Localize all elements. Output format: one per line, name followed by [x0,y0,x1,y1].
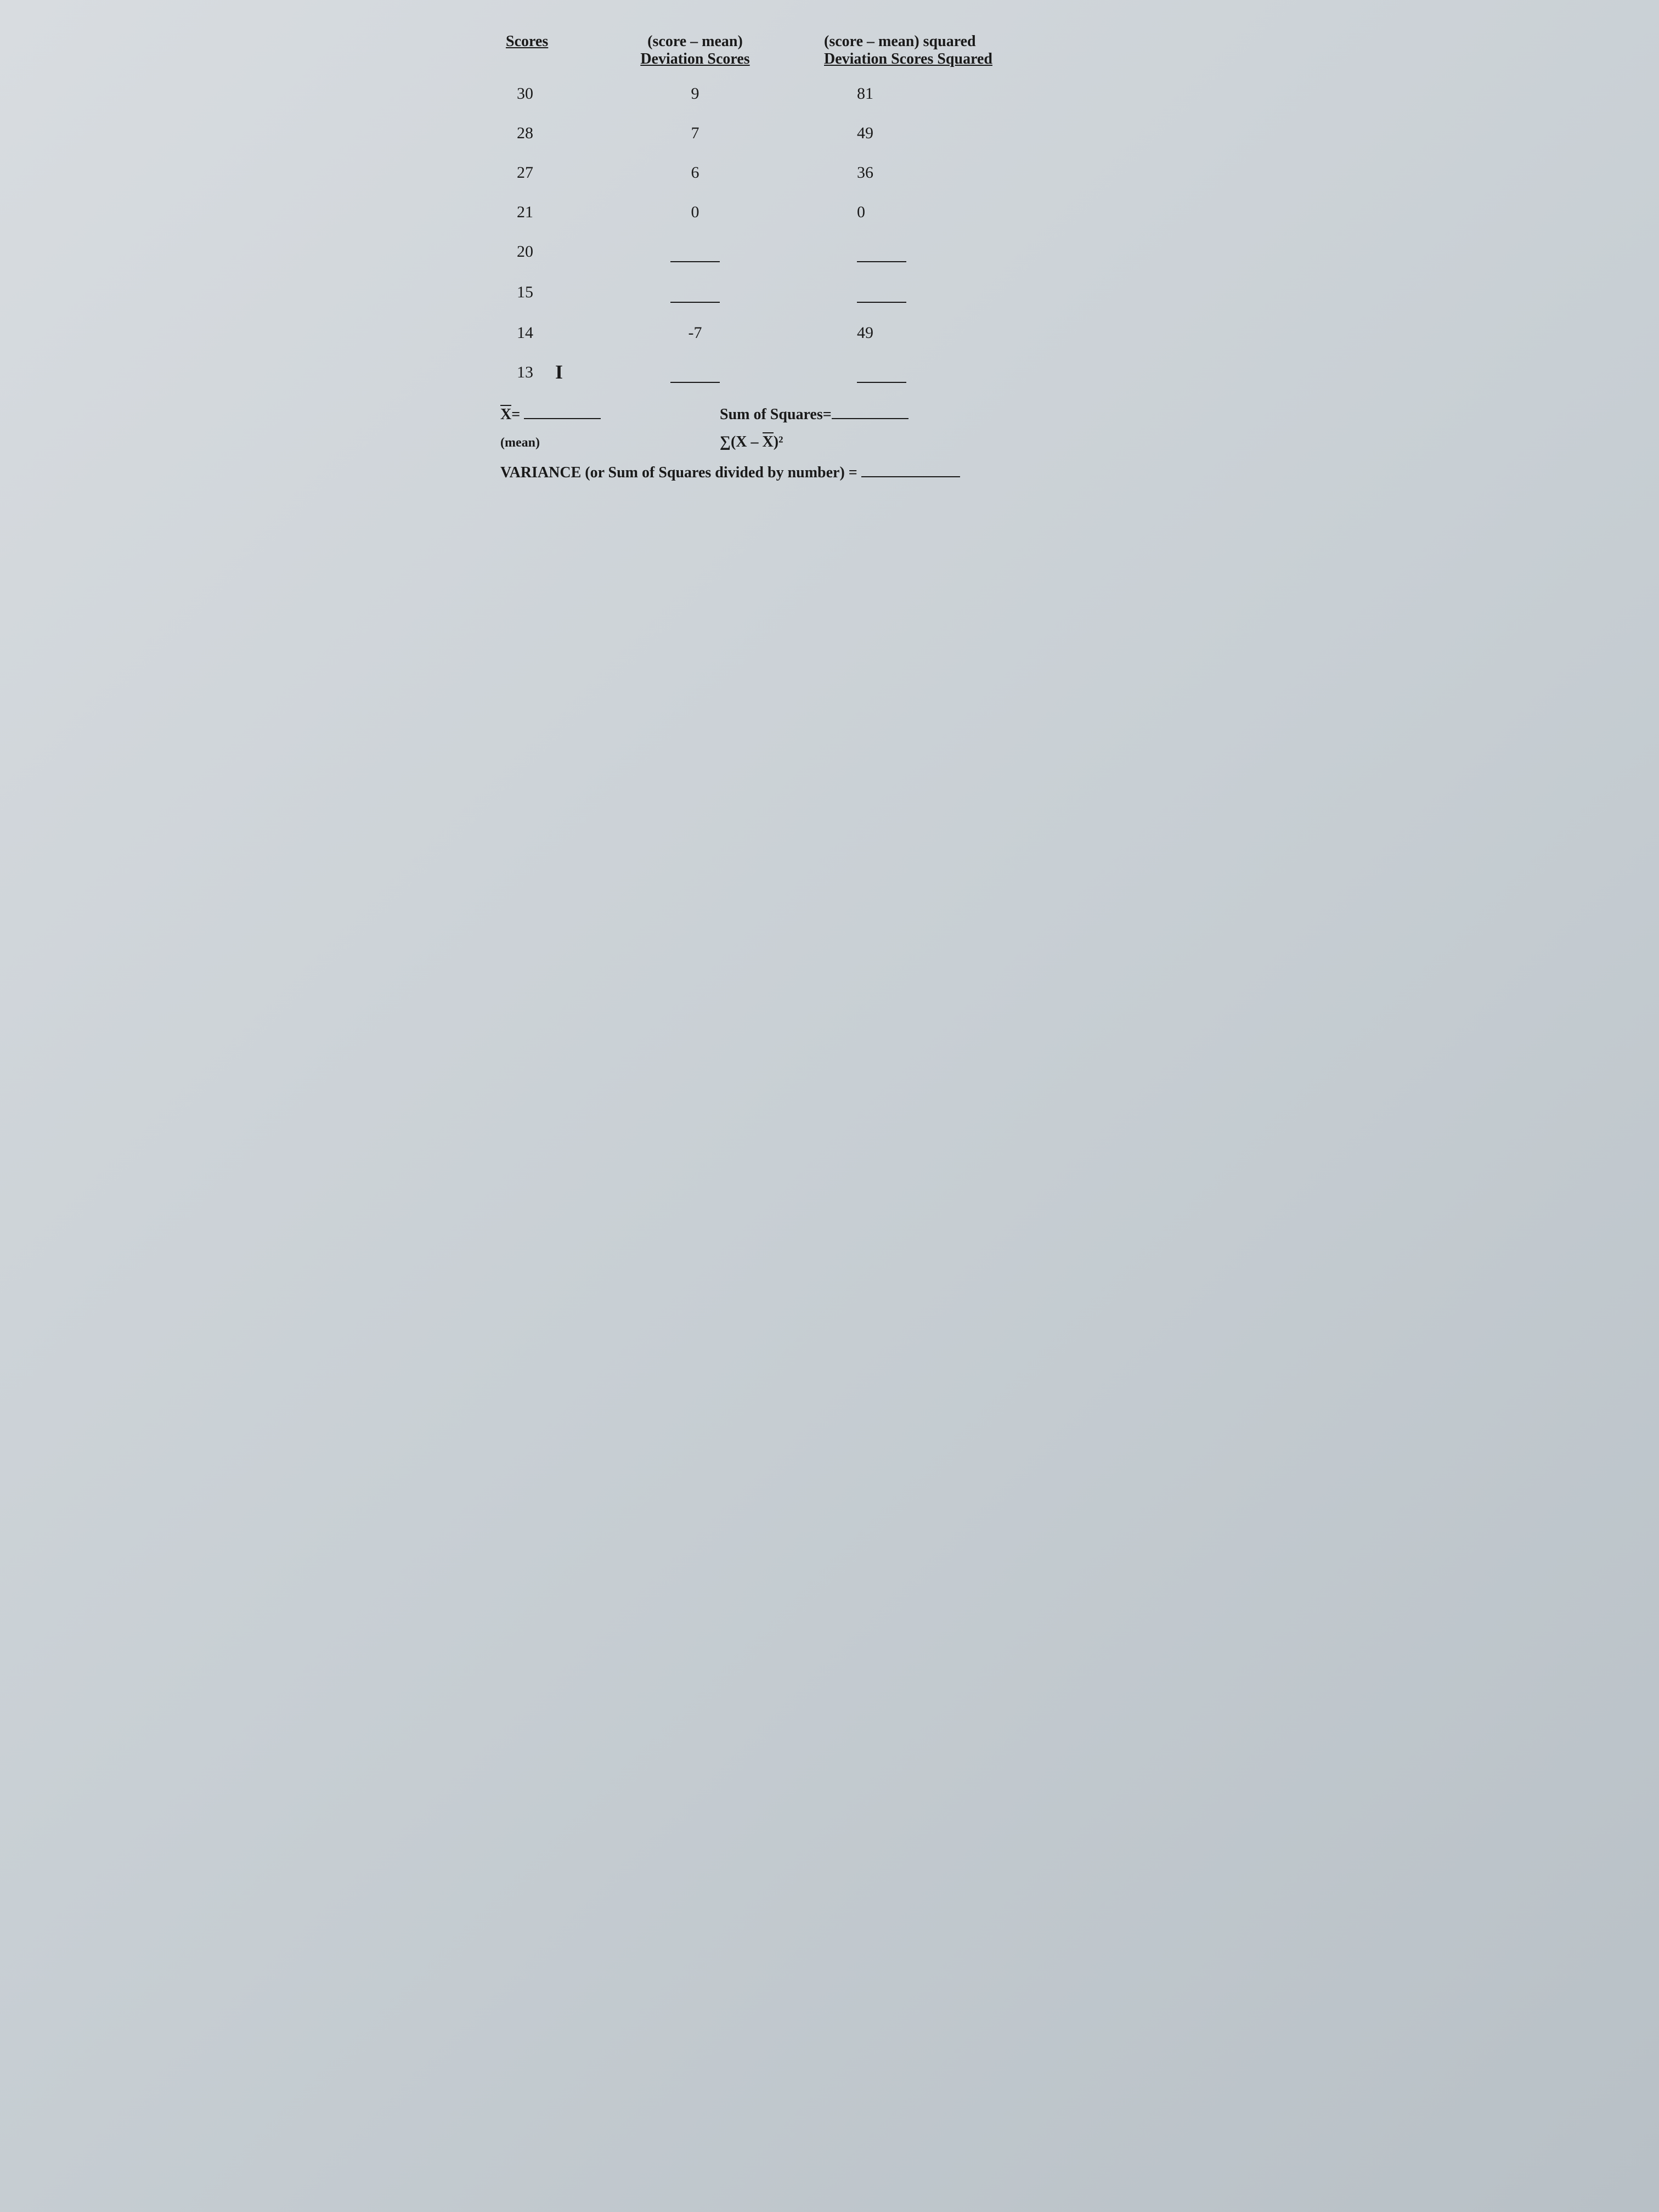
mean-label: (mean) [500,436,720,450]
formula-xbar: X [763,433,774,451]
table-row: 15 [500,283,1159,303]
squared-blank [857,283,906,303]
squared-value [791,283,1159,303]
xbar-blank [524,404,601,419]
formula-end: )² [774,433,783,450]
squared-value [791,363,1159,383]
deviation-value [599,363,791,383]
table-row: 14-749 [500,324,1159,342]
table-row: 20 [500,242,1159,262]
score-value: 21 [500,203,599,222]
score-value: 13 [500,363,599,383]
deviation-value: 7 [599,124,791,143]
footer: X= Sum of Squares= (mean) ∑(X – X)² VARI… [500,404,1159,482]
header-dev-label: Deviation Scores [605,50,786,68]
deviation-blank [670,283,720,303]
squared-value: 81 [791,84,1159,103]
score-value: 27 [500,163,599,182]
squared-blank [857,363,906,383]
worksheet-container: Scores (score – mean) Deviation Scores (… [500,33,1159,482]
table-row: 2100 [500,203,1159,222]
squared-value: 49 [791,324,1159,342]
sumsq-blank [832,404,909,419]
score-value: 28 [500,124,599,143]
data-rows: 3098128749276362100201514-74913 [500,84,1159,383]
formula-cell: ∑(X – X)² [720,433,1159,451]
header-scores-col: Scores [500,33,599,68]
score-value: 30 [500,84,599,103]
score-value: 15 [500,283,599,303]
header-scores: Scores [506,33,594,50]
sumsq-label: Sum of Squares= [720,406,832,423]
squared-value: 0 [791,203,1159,222]
deviation-blank [670,242,720,262]
header-dev-col: (score – mean) Deviation Scores [599,33,791,68]
sigma: ∑(X – [720,433,763,450]
xbar-equals: = [511,406,520,423]
squared-blank [857,242,906,262]
score-value: 20 [500,242,599,262]
header-sq-col: (score – mean) squared Deviation Scores … [791,33,1159,68]
header-row: Scores (score – mean) Deviation Scores (… [500,33,1159,68]
deviation-value [599,242,791,262]
header-dev-top: (score – mean) [605,33,786,50]
header-sq-top: (score – mean) squared [824,33,1153,50]
xbar-symbol: X [500,406,511,424]
variance-blank [861,462,960,477]
header-sq-label: Deviation Scores Squared [824,50,1153,68]
table-row: 28749 [500,124,1159,143]
footer-mean-row: (mean) ∑(X – X)² [500,433,1159,451]
xbar-cell: X= [500,404,720,424]
table-row: 30981 [500,84,1159,103]
score-value: 14 [500,324,599,342]
sumsq-cell: Sum of Squares= [720,404,1159,424]
deviation-blank [670,363,720,383]
deviation-value: 0 [599,203,791,222]
deviation-value: 9 [599,84,791,103]
squared-value [791,242,1159,262]
deviation-value: -7 [599,324,791,342]
deviation-value [599,283,791,303]
table-row: 13 [500,363,1159,383]
variance-label: VARIANCE (or Sum of Squares divided by n… [500,464,857,482]
squared-value: 49 [791,124,1159,143]
footer-xbar-row: X= Sum of Squares= [500,404,1159,424]
deviation-value: 6 [599,163,791,182]
table-row: 27636 [500,163,1159,182]
squared-value: 36 [791,163,1159,182]
footer-variance-row: VARIANCE (or Sum of Squares divided by n… [500,462,1159,482]
